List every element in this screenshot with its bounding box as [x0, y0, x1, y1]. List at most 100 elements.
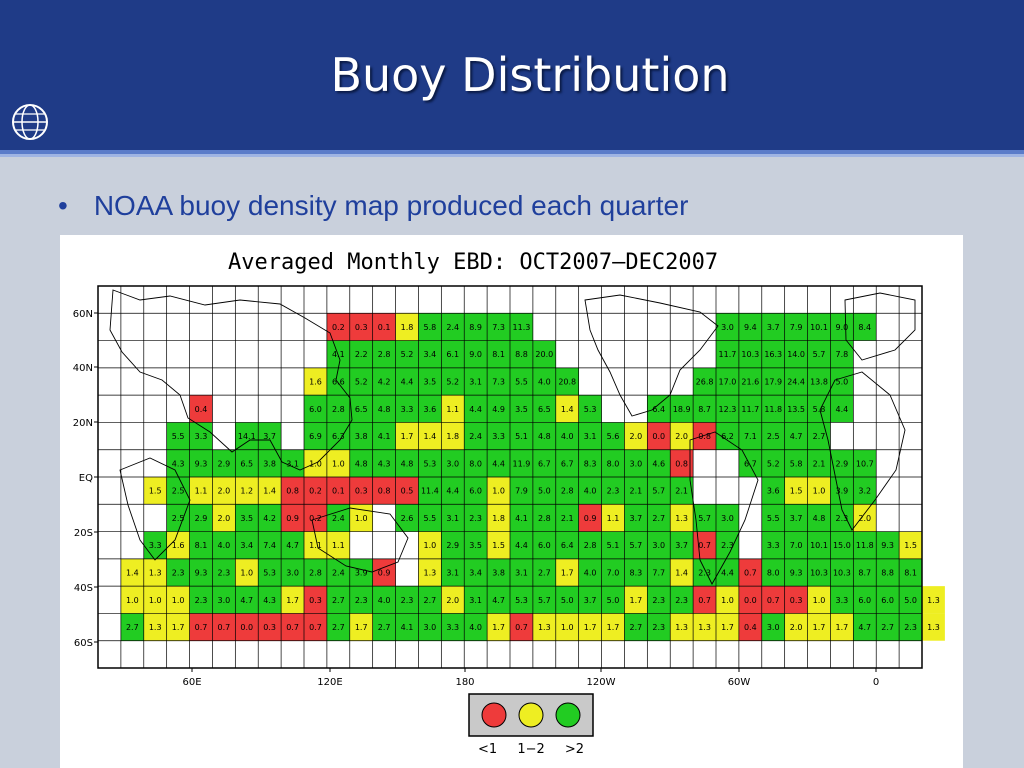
density-value: 2.7: [538, 569, 551, 578]
density-cell: [281, 504, 304, 532]
latitude-label: 60S: [74, 638, 93, 649]
density-cell: [807, 586, 831, 614]
density-cell: [372, 613, 396, 641]
density-value: 5.7: [813, 350, 826, 359]
density-value: 2.8: [378, 350, 391, 359]
density-cell: [326, 531, 350, 559]
density-value: 1.3: [424, 569, 437, 578]
density-cell: [807, 367, 831, 396]
density-cell: [532, 449, 556, 477]
density-value: 0.3: [263, 623, 276, 632]
title-banner: [0, 0, 1024, 152]
legend-labels: <1 1−2 >2: [478, 742, 584, 757]
density-cell: [807, 449, 831, 477]
density-cell: [647, 449, 671, 477]
density-cell: [304, 586, 327, 614]
density-value: 2.8: [309, 569, 322, 578]
density-value: 6.7: [744, 459, 757, 468]
density-value: 1.3: [149, 623, 162, 632]
density-cell: [258, 558, 282, 587]
density-cell: [555, 558, 579, 587]
density-value: 1.0: [813, 487, 826, 496]
density-value: 2.0: [218, 514, 231, 523]
density-cell: [258, 449, 282, 477]
density-value: 8.7: [698, 405, 711, 414]
density-value: 3.9: [355, 569, 368, 578]
density-value: 1.7: [813, 623, 826, 632]
legend-label-mid: 1−2: [517, 742, 545, 757]
density-cell: [120, 613, 144, 641]
density-cell: [487, 558, 510, 587]
density-cell: [876, 586, 900, 614]
density-cell: [304, 422, 327, 450]
density-value: 24.4: [787, 378, 805, 387]
density-value: 6.3: [332, 432, 345, 441]
density-cell: [761, 613, 785, 641]
density-cell: [807, 504, 831, 532]
density-value: 6.0: [309, 405, 322, 414]
density-value: 2.4: [446, 323, 459, 332]
density-value: 2.7: [630, 623, 643, 632]
density-value: 0.7: [218, 623, 231, 632]
density-value: 2.9: [218, 459, 231, 468]
density-value: 5.2: [355, 378, 368, 387]
density-value: 3.3: [446, 623, 459, 632]
density-cell: [693, 395, 716, 423]
density-value: 11.3: [513, 323, 531, 332]
density-cell: [510, 613, 533, 641]
density-value: 2.8: [561, 487, 574, 496]
density-value: 2.7: [813, 432, 826, 441]
density-value: 1.1: [446, 405, 459, 414]
density-cell: [784, 313, 808, 341]
density-value: 2.3: [698, 569, 711, 578]
slide-title: Buoy Distribution: [330, 48, 730, 102]
density-cell: [441, 504, 465, 532]
density-value: 5.5: [424, 514, 437, 523]
density-value: 0.3: [355, 487, 368, 496]
density-value: 3.0: [721, 514, 734, 523]
density-cell: [395, 586, 419, 614]
density-cell: [578, 586, 602, 614]
density-value: 26.8: [696, 378, 714, 387]
coastline-outline: [584, 294, 719, 417]
density-value: 1.0: [126, 596, 139, 605]
density-cell: [899, 613, 922, 641]
density-cell: [624, 504, 648, 532]
density-cell: [235, 504, 259, 532]
density-cell: [281, 477, 304, 505]
density-cell: [784, 586, 808, 614]
density-value: 1.7: [172, 623, 185, 632]
density-cell: [418, 558, 442, 587]
density-cell: [647, 586, 671, 614]
latitude-label: 60N: [73, 309, 93, 320]
density-value: 1.7: [492, 623, 505, 632]
density-cell: [143, 477, 167, 505]
longitude-label: 60W: [728, 677, 751, 688]
density-cell: [464, 340, 488, 368]
density-cell: [693, 504, 716, 532]
density-value: 1.5: [492, 541, 505, 550]
density-value: 1.8: [401, 323, 414, 332]
density-value: 0.8: [675, 459, 688, 468]
density-value: 1.0: [424, 541, 437, 550]
density-cell: [464, 613, 488, 641]
density-cell: [853, 613, 877, 641]
density-value: 5.0: [607, 596, 620, 605]
density-value: 10.3: [810, 569, 828, 578]
density-cell: [372, 395, 396, 423]
density-cell: [784, 340, 808, 368]
density-cell: [555, 422, 579, 450]
density-cell: [670, 422, 694, 450]
density-value: 2.5: [172, 514, 185, 523]
density-cell: [281, 531, 304, 559]
density-value: 1.4: [126, 569, 139, 578]
density-value: 2.9: [836, 459, 849, 468]
density-cell: [601, 613, 625, 641]
density-value: 2.4: [469, 432, 482, 441]
legend-yellow-circle: [518, 702, 544, 728]
density-cell: [418, 477, 442, 505]
density-value: 3.4: [240, 541, 253, 550]
density-cell: [143, 613, 167, 641]
density-value: 2.1: [813, 459, 826, 468]
density-cell: [464, 449, 488, 477]
